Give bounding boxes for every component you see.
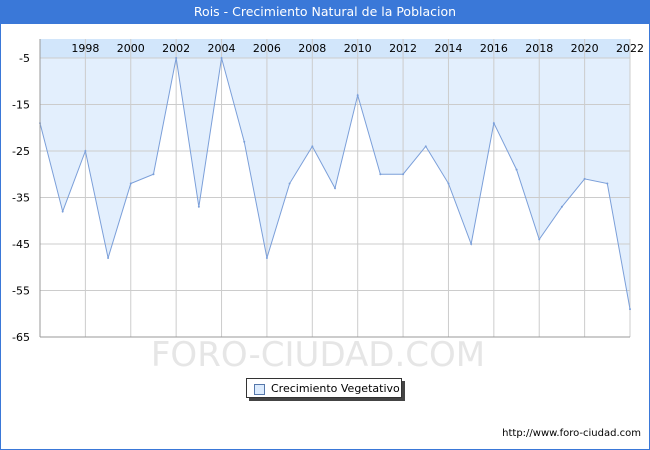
x-tick-label: 2016 [480,42,508,55]
x-tick-label: 2014 [434,42,462,55]
data-point [538,238,541,241]
data-point [379,173,382,176]
data-point [197,205,200,208]
legend-label: Crecimiento Vegetativo [271,382,400,395]
x-axis-band [40,39,630,58]
y-tick-label: -35 [12,192,30,205]
data-point [107,256,110,259]
source-url: http://www.foro-ciudad.com [502,428,641,439]
data-point [402,173,405,176]
data-point [492,122,495,125]
data-point [606,182,609,185]
x-tick-label: 2020 [571,42,599,55]
data-point [175,57,178,59]
y-tick-label: -15 [12,99,30,112]
x-tick-label: 2010 [344,42,372,55]
data-point [424,145,427,148]
watermark: FORO-CIUDAD.COM [151,335,485,375]
data-point [560,205,563,208]
data-point [152,173,155,176]
x-tick-label: 1998 [71,42,99,55]
data-point [220,57,223,59]
x-tick-label: 2018 [525,42,553,55]
legend-swatch [254,384,265,395]
series-area [40,58,630,310]
y-tick-label: -55 [12,285,30,298]
data-point [288,182,291,185]
data-point [447,182,450,185]
data-point [129,182,132,185]
y-tick-label: -65 [12,331,30,344]
data-point [629,308,631,311]
x-tick-label: 2008 [298,42,326,55]
data-point [356,94,359,97]
x-tick-label: 2006 [253,42,281,55]
y-tick-label: -25 [12,145,30,158]
y-tick-label: -45 [12,238,30,251]
x-tick-label: 2004 [208,42,236,55]
x-tick-label: 2002 [162,42,190,55]
legend: Crecimiento Vegetativo [246,378,402,398]
x-tick-label: 2022 [616,42,644,55]
data-point [334,187,336,190]
data-point [265,256,268,259]
data-point [470,243,473,245]
x-tick-label: 2012 [389,42,417,55]
data-point [84,150,87,152]
data-point [61,210,64,213]
data-point [311,145,314,148]
chart-title: Rois - Crecimiento Natural de la Poblaci… [0,0,650,24]
data-point [243,140,246,143]
x-tick-label: 2000 [117,42,145,55]
y-tick-label: -5 [19,52,30,65]
data-point [515,168,518,171]
data-point [583,177,586,180]
